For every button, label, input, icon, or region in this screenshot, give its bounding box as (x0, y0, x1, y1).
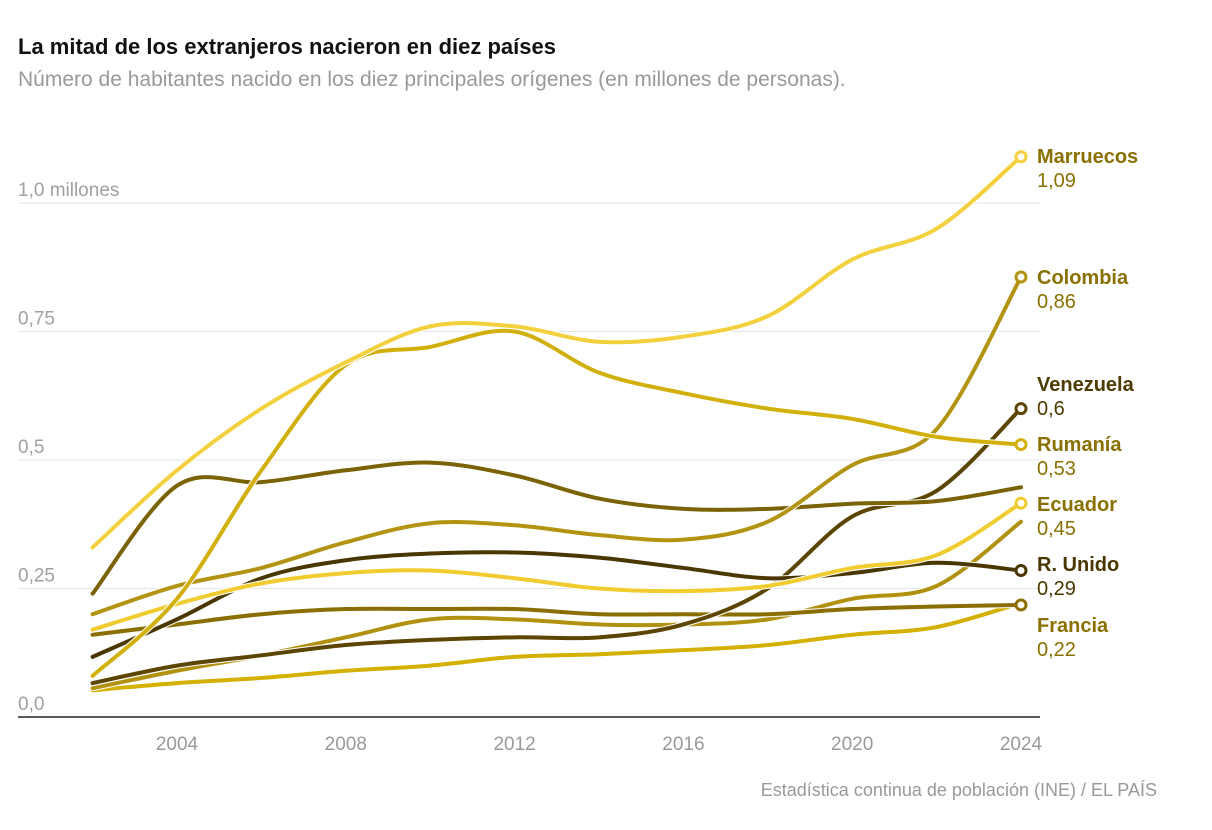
x-tick-label: 2024 (1000, 734, 1043, 755)
series-label-francia: Francia 0,22 (1037, 614, 1108, 662)
series-label-colombia: Colombia 0,86 (1037, 266, 1128, 314)
series-halo (89, 405, 1024, 687)
series-end-value: 1,09 (1037, 170, 1076, 192)
end-marker-colombia (1014, 270, 1028, 284)
end-marker-ecuador (1014, 496, 1028, 510)
x-tick-label: 2012 (493, 734, 535, 755)
series-label-ruman-a: Rumanía 0,53 (1037, 433, 1121, 481)
series-name: Colombia (1037, 267, 1129, 289)
series-end-value: 0,6 (1037, 398, 1065, 420)
series-halo (89, 518, 1024, 692)
y-tick-label: 0,0 (18, 694, 44, 715)
series-name: Rumanía (1037, 434, 1122, 456)
series-line-unlabeled (90, 460, 1023, 596)
series-name: Venezuela (1037, 374, 1134, 396)
end-marker-venezuela (1014, 402, 1028, 416)
series-name: R. Unido (1037, 554, 1120, 576)
series-label-venezuela: Venezuela 0,6 (1037, 373, 1134, 421)
series-line-r-unido (90, 550, 1023, 659)
end-marker-ruman-a (1014, 438, 1028, 452)
series-line-colombia (90, 275, 1023, 617)
x-tick-label: 2016 (662, 734, 704, 755)
series-end-value: 0,53 (1037, 458, 1076, 480)
series-line-ruman-a (90, 328, 1023, 678)
series-end-value: 0,86 (1037, 291, 1076, 313)
series-name: Francia (1037, 615, 1109, 637)
x-tick-label: 2004 (156, 734, 199, 755)
series-end-value: 0,45 (1037, 518, 1076, 540)
series-name: Marruecos (1037, 146, 1139, 168)
y-tick-label: 0,5 (18, 437, 44, 458)
series-end-value: 0,29 (1037, 578, 1076, 600)
x-tick-label: 2020 (831, 734, 873, 755)
chart-title: La mitad de los extranjeros nacieron en … (18, 34, 556, 59)
end-marker-r-unido (1014, 564, 1028, 578)
end-marker-marruecos (1014, 150, 1028, 164)
series-label-r-unido: R. Unido 0,29 (1037, 553, 1119, 601)
end-marker-francia (1014, 598, 1028, 612)
source-note: Estadística continua de población (INE) … (760, 780, 1157, 800)
series-label-marruecos: Marruecos 1,09 (1037, 145, 1138, 193)
series-line-marruecos (90, 154, 1023, 550)
series-line-venezuela (90, 406, 1023, 686)
series-line-francia (90, 602, 1023, 637)
series-end-value: 0,22 (1037, 639, 1076, 661)
y-tick-label: 0,75 (18, 309, 55, 330)
y-tick-label: 0,25 (18, 566, 55, 587)
chart-subtitle: Número de habitantes nacido en los diez … (18, 68, 846, 91)
series-line-unlabeled (90, 600, 1023, 693)
y-tick-label: 1,0 millones (18, 180, 119, 201)
series-label-ecuador: Ecuador 0,45 (1037, 493, 1117, 541)
x-tick-label: 2008 (325, 734, 367, 755)
series-line-ecuador (90, 501, 1023, 632)
series-name: Ecuador (1037, 494, 1118, 516)
